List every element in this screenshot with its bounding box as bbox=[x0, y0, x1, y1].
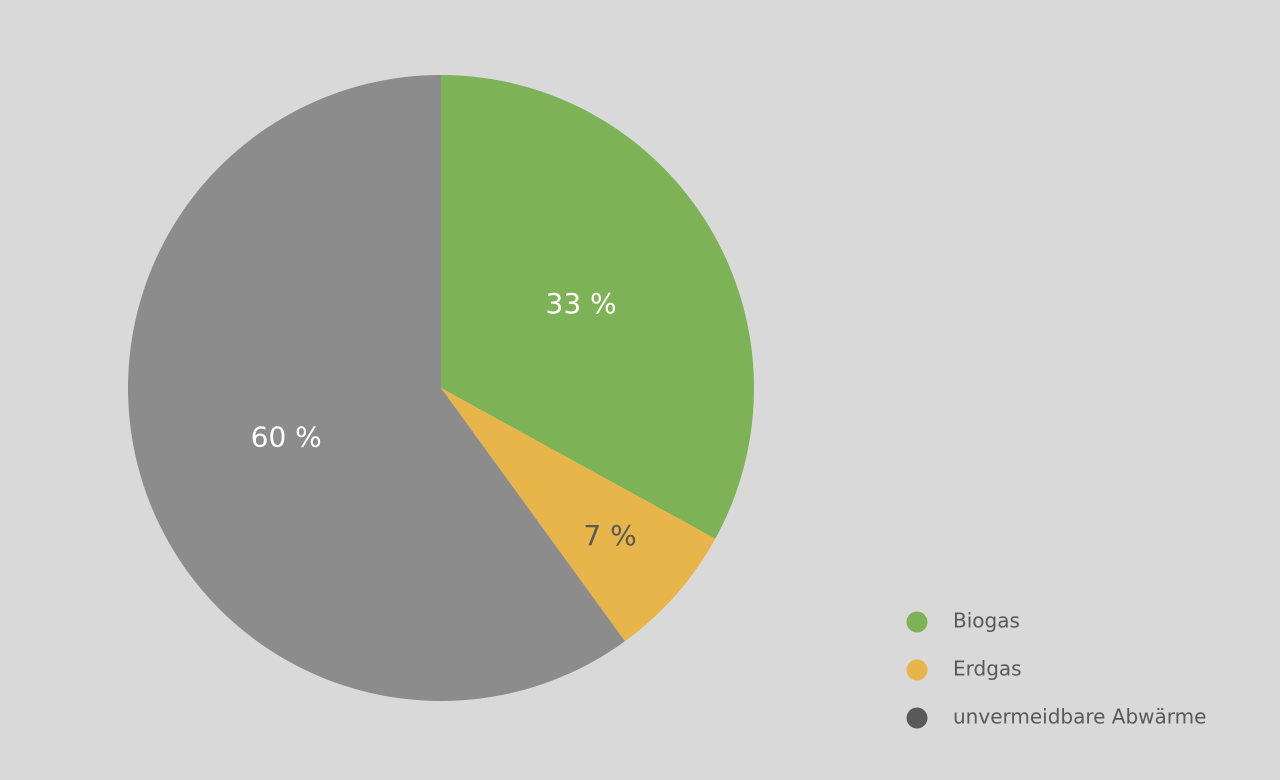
data-label: 7 % bbox=[583, 519, 636, 552]
pie-slice bbox=[441, 388, 716, 642]
pie-slice bbox=[441, 75, 754, 539]
data-label: 33 % bbox=[546, 287, 617, 320]
legend-marker bbox=[906, 707, 928, 729]
legend-label: Biogas bbox=[953, 609, 1020, 633]
data-label: 60 % bbox=[251, 420, 322, 453]
legend-marker bbox=[906, 611, 928, 633]
pie-slice bbox=[127, 75, 625, 701]
legend-label: unvermeidbare Abwärme bbox=[953, 705, 1206, 729]
legend-label: Erdgas bbox=[953, 657, 1022, 681]
legend-marker bbox=[906, 659, 928, 681]
